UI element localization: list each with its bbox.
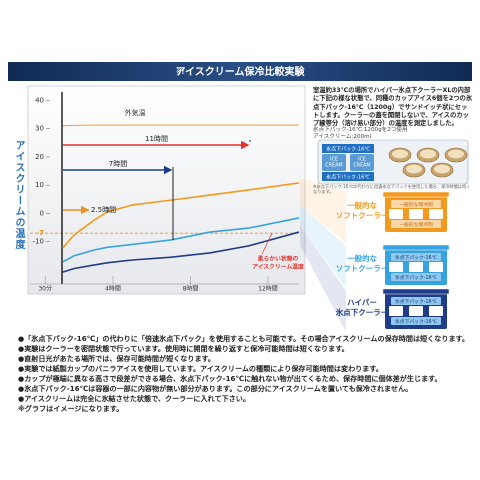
footnote: ※氷点下パック-16℃の代わりに倍速氷点下パックを使用した場合、保冷時間は短くな… [313, 184, 471, 194]
series-line [62, 182, 300, 249]
cooler-pack [391, 253, 441, 261]
cooler-label: 氷点下クーラー [336, 307, 389, 317]
note: ●実験では紙製カップのバニラアイスを使用しています。アイスクリームの種類により保… [18, 364, 383, 373]
y-axis-label: アイスクリームの温度 [13, 140, 24, 250]
cooler-cup [409, 209, 423, 219]
threshold-label: -7 [36, 229, 44, 237]
y-tick-label: 10 [35, 181, 44, 189]
series-line [62, 231, 300, 273]
note: ●カップが極端に異なる高さで段差ができる場合、氷点下パック-16℃に触れない物が… [18, 374, 442, 383]
cooler-pack [391, 200, 441, 208]
note: ●直射日光があたる場所では、保存可能時間が短くなります。 [18, 354, 216, 363]
cooler-pack [391, 220, 441, 228]
cup-label: ICE [358, 157, 366, 163]
y-tick-label: 20 [35, 153, 44, 161]
y-tick-label: 0 [40, 209, 44, 217]
callout-line [261, 233, 273, 255]
cooler-cup [389, 209, 403, 219]
series-line [62, 217, 300, 263]
pack-label: 氷点下パック-16℃ [326, 173, 370, 180]
cooler-cup [429, 209, 443, 219]
cup-lid [434, 164, 450, 174]
cooler-pack-label: 氷点下パック-16℃ [395, 274, 438, 281]
cup [350, 154, 374, 171]
cup-label: CREAM [353, 163, 370, 169]
cup-lid [392, 149, 408, 159]
duration-label: 2.5時間 [91, 206, 116, 214]
fan [300, 178, 346, 243]
plot-frame [27, 85, 306, 295]
conditions: 氷点下パック-16℃:1200gを2つ使用 アイスクリーム:200ml [313, 127, 473, 141]
cooler-cup [429, 306, 443, 316]
series-line [62, 124, 299, 127]
cooler-pack [391, 317, 441, 325]
cooler-pack [391, 297, 441, 305]
cooler-label: ハイパー [347, 297, 377, 307]
cooler-lid [382, 244, 450, 251]
cup-label: CREAM [325, 163, 342, 169]
callout-label: アイスクリーム温度 [252, 263, 304, 271]
x-tick-label: 30分 [38, 285, 52, 293]
x-tick-label: 12時間 [258, 285, 278, 293]
cup [322, 154, 346, 171]
cooler-pack-label: 氷点下パック-16℃ [395, 318, 438, 325]
duration-label: 11時間 [145, 135, 168, 143]
cooler-label: 一般的な [347, 200, 377, 210]
cup-lid [448, 149, 464, 159]
fan [300, 225, 346, 332]
note: ●氷点下パック-16℃は容器の一部に内容物が無い部分があります。この部分にアイス… [18, 384, 413, 393]
title-mark: ※1 [176, 69, 185, 76]
x-tick-label: 4時間 [105, 285, 121, 293]
experiment-description: 室温約33℃の場所でハイパー氷点下クーラーXLの内部に下記の様な状態で、同種のカ… [313, 87, 473, 128]
cooler-cup [389, 306, 403, 316]
cooler-lid [382, 288, 450, 295]
cooler-cup [409, 306, 423, 316]
cooler-cup [429, 262, 443, 272]
pack-label: 氷点下パック-16℃ [326, 145, 370, 152]
cooler-lid [382, 191, 450, 198]
cooler-label: 一般的な [347, 253, 377, 263]
series-label: 外気温 [125, 108, 146, 117]
cup-label: ICE [330, 157, 338, 163]
cooler-pack-label: 氷点下パック-16℃ [395, 298, 438, 305]
x-tick-label: 8時間 [183, 285, 199, 293]
note: ●実験はクーラーを密閉状態で行っています。使用時に開閉を繰り返すと保冷可能時間は… [18, 344, 349, 353]
condition: 氷点下パック-16℃:1200gを2つ使用 [313, 127, 408, 133]
y-tick-label: 40 [35, 96, 44, 104]
cooler-pack-label: 一般的な保冷剤 [399, 221, 433, 228]
chart-title: アイスクリーム保冷比較実験 [176, 65, 306, 78]
notes: ●「氷点下パック-16℃」の代わりに「倍速氷点下パック」を使用することも可能です… [18, 334, 474, 414]
fan [300, 205, 346, 288]
cooler-pack-label: 一般的な保冷剤 [399, 201, 433, 208]
condition: アイスクリーム:200ml [313, 134, 372, 140]
pack [322, 172, 374, 181]
callout-label: 柔らかい状態の [257, 255, 299, 263]
note: ●アイスクリームは完全に氷結させた状態で、クーラーに入れて下さい。 [18, 394, 250, 403]
pack [322, 144, 374, 153]
note: ●「氷点下パック-16℃」の代わりに「倍速氷点下パック」を使用することも可能です… [18, 334, 470, 343]
cooler-label: ソフトクーラー [336, 263, 389, 273]
cup-lid [420, 149, 436, 159]
cooler-pack-label: 氷点下パック-16℃ [395, 254, 438, 261]
banner [8, 62, 472, 81]
y-tick-label: 30 [35, 125, 44, 133]
cooler-pack [391, 273, 441, 281]
duration-label: 7時間 [109, 160, 127, 168]
cooler-cup [409, 262, 423, 272]
y-tick-label: -10 [33, 238, 44, 246]
cup-lid [406, 164, 422, 174]
note: ※グラフはイメージになります。 [18, 404, 124, 413]
cooler-cup [389, 262, 403, 272]
cooler-label: ソフトクーラー [336, 210, 389, 220]
